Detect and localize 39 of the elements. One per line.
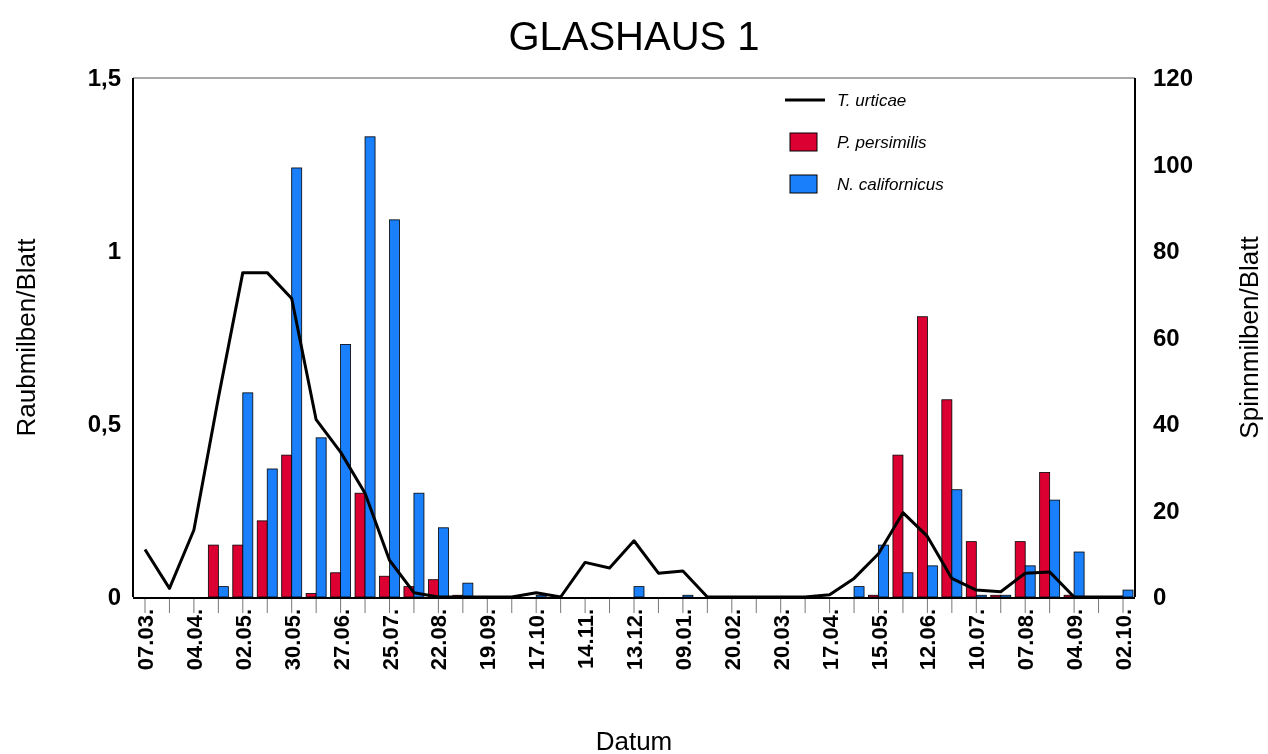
legend-label: T. urticae <box>837 91 907 110</box>
x-tick-label: 14.11. <box>573 609 599 669</box>
x-tick-label: 04.09. <box>1062 609 1088 671</box>
x-tick-label: 12.06. <box>915 609 941 671</box>
y2-tick-label: 120 <box>1153 64 1194 91</box>
y2-tick-label: 0 <box>1153 583 1167 610</box>
y2-tick-label: 40 <box>1153 410 1180 437</box>
legend-label: P. persimilis <box>837 133 927 152</box>
x-tick-label: 04.04. <box>181 609 207 671</box>
y-tick-label: 1 <box>107 237 121 264</box>
chart-title: GLASHAUS 1 <box>508 14 760 58</box>
y2-tick-label: 20 <box>1153 496 1180 524</box>
x-tick-label: 17.10. <box>524 609 550 671</box>
x-tick-label: 17.04. <box>817 609 843 671</box>
x-tick-label: 27.06. <box>328 609 354 671</box>
legend-label: N. californicus <box>837 175 945 194</box>
y-axis-title: Raubmilben/Blatt <box>11 237 41 437</box>
x-tick-label: 07.08. <box>1013 609 1039 671</box>
y2-tick-label: 100 <box>1153 150 1194 178</box>
y2-axis-title: Spinnmilben/Blatt <box>1234 235 1264 439</box>
x-tick-label: 30.05. <box>279 609 305 671</box>
x-tick-label: 25.07. <box>377 609 403 671</box>
x-tick-label: 19.09. <box>475 609 501 671</box>
y-tick-label: 0 <box>107 583 121 610</box>
x-tick-label: 09.01. <box>670 609 696 671</box>
x-tick-label: 20.03. <box>768 609 794 671</box>
y2-tick-label: 60 <box>1153 323 1180 351</box>
x-tick-label: 20.02. <box>719 609 745 671</box>
y-tick-label: 1,5 <box>87 64 121 91</box>
y-tick-label: 0,5 <box>87 410 121 437</box>
y2-tick-label: 80 <box>1153 237 1180 264</box>
x-tick-label: 02.10. <box>1111 609 1136 671</box>
x-tick-label: 02.05. <box>230 609 256 671</box>
x-tick-label: 13.12. <box>622 609 647 671</box>
x-axis-title: Datum <box>595 726 673 754</box>
x-tick-label: 10.07. <box>964 609 990 671</box>
x-tick-label: 07.03. <box>133 609 158 671</box>
x-tick-label: 15.05. <box>866 609 892 671</box>
x-tick-label: 22.08. <box>426 609 452 671</box>
